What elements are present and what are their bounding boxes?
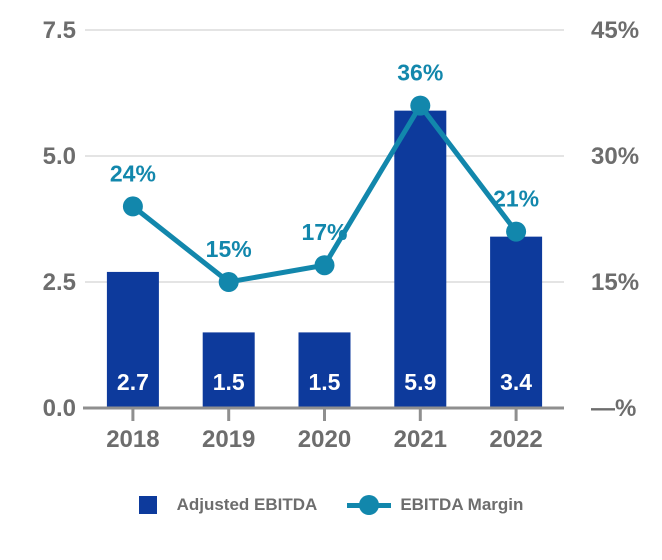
legend-item-adjusted-ebitda: Adjusted EBITDA [138,495,318,515]
bar-2020 [298,332,351,408]
right-axis-tick-label: —% [591,395,636,422]
line-point-2018 [122,196,143,217]
line-point-label: 24% [110,160,156,186]
bar-series-swatch-icon [138,496,157,514]
right-axis-tick-label: 15% [591,269,639,296]
right-axis-tick-label: 30% [591,143,639,170]
bar-2022 [490,236,543,408]
bar-value-label: 3.4 [500,369,532,395]
x-tick-label-2018: 2018 [106,426,159,453]
line-point-label: 17% [301,219,347,245]
line-point-2022 [506,221,527,242]
line-point-label: 36% [397,60,443,86]
right-axis-tick-label: 45% [591,17,639,44]
ebitda-combo-chart: 0.0 2.5 5.0 7.5 —% 15% 30% 45% 2.7 1.5 1.5 5.9 3.4 20… [43,17,639,453]
left-axis-tick-label: 0.0 [43,395,76,422]
line-point-2019 [218,272,239,292]
left-axis-tick-label: 2.5 [43,269,76,296]
bar-2019 [202,332,255,408]
x-tick-label-2019: 2019 [202,426,255,453]
left-axis-tick-label: 7.5 [43,17,76,44]
bar-2021 [394,110,447,408]
x-tick-label-2022: 2022 [489,426,542,453]
left-axis-tick-label: 5.0 [43,143,76,170]
bar-value-label: 5.9 [404,369,436,395]
x-tick-label-2021: 2021 [394,426,447,453]
bar-value-label: 1.5 [309,369,341,395]
legend-item-ebitda-margin: EBITDA Margin [347,495,523,515]
bar-value-label: 1.5 [213,369,245,395]
legend-label-adjusted-ebitda: Adjusted EBITDA [176,495,318,514]
line-series-marker-icon [347,495,392,515]
bar-value-label: 2.7 [117,369,149,395]
line-point-label: 15% [206,236,252,262]
line-point-2020 [314,255,335,276]
x-tick-label-2020: 2020 [298,426,351,453]
line-point-label: 21% [493,186,539,212]
bar-2018 [106,271,159,408]
chart-legend: Adjusted EBITDA EBITDA Margin [0,487,662,523]
line-point-2021 [410,95,431,116]
legend-label-ebitda-margin: EBITDA Margin [400,495,524,514]
